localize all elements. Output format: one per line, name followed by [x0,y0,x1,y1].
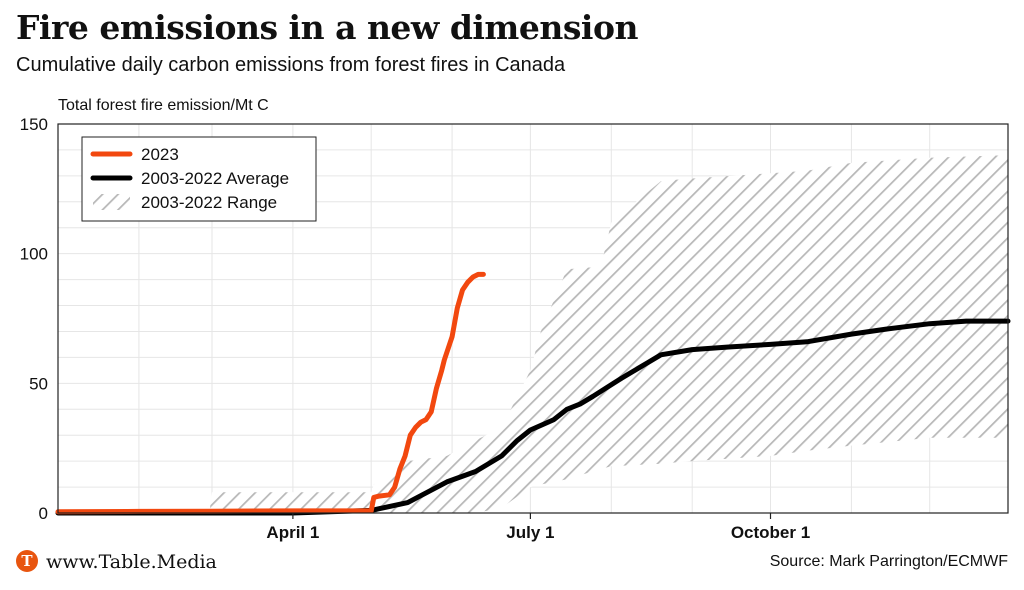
x-tick-label: October 1 [731,523,810,542]
chart-subtitle: Cumulative daily carbon emissions from f… [16,54,566,76]
y-tick-label: 100 [20,245,48,264]
legend-swatch-range [93,194,130,210]
legend-label-average: 2003-2022 Average [141,169,289,188]
y-tick-label: 0 [39,504,48,523]
range-layer [58,155,1008,513]
source-credit: Source: Mark Parrington/ECMWF [769,553,1008,570]
series-2023-line [55,271,486,515]
legend-label-range: 2003-2022 Range [141,193,277,212]
ticks: 0 50 100 150 April 1 July 1 October 1 [20,115,811,542]
y-tick-label: 150 [20,115,48,134]
table-media-logo-icon: T [16,550,38,572]
plot-frame [57,123,1009,514]
series-average-line [55,318,1011,516]
footer-site-link[interactable]: www.Table.Media [46,551,217,573]
range-band [58,155,1008,513]
x-tick-label: July 1 [506,523,554,542]
y-axis-label: Total forest fire emission/Mt C [58,97,269,114]
legend: 2023 2003-2022 Average 2003-2022 Range [81,136,317,222]
x-tick-label: April 1 [266,523,319,542]
series-layer [55,271,1011,516]
y-tick-label: 50 [29,374,48,393]
legend-label-2023: 2023 [141,145,179,164]
chart-title: Fire emissions in a new dimension [16,8,638,47]
